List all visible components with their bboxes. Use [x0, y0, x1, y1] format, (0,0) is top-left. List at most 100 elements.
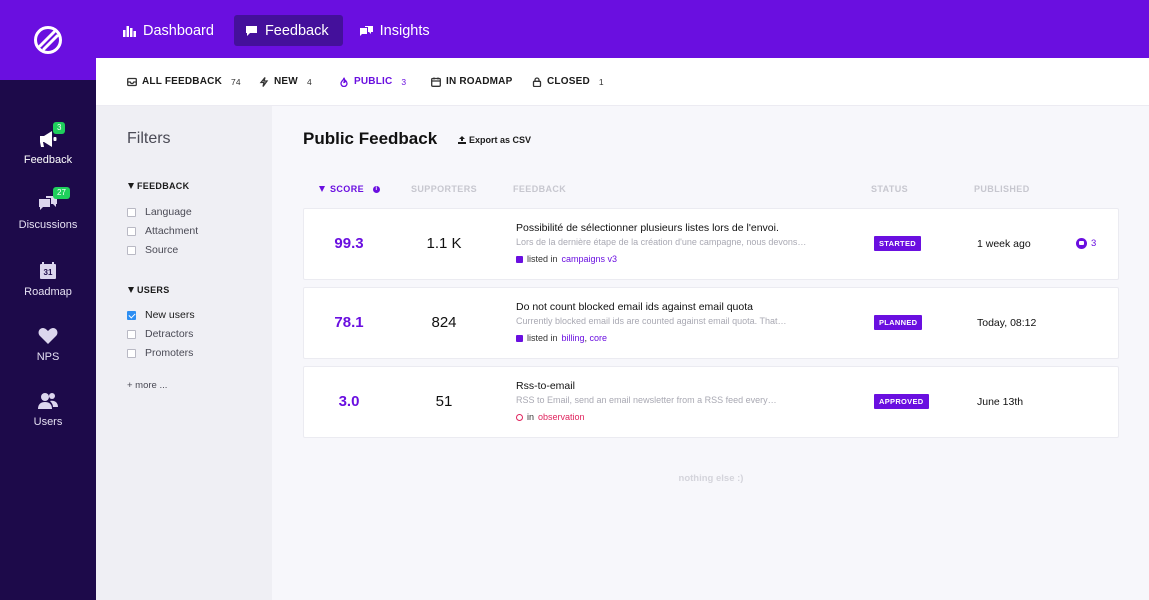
list-icon	[516, 255, 523, 263]
sidebar-item-nps[interactable]: NPS	[0, 327, 96, 363]
tab-count: 74	[231, 76, 241, 87]
calendar-icon	[431, 77, 441, 87]
tab-count: 4	[306, 76, 312, 87]
tab-public[interactable]: PUBLIC 3	[339, 76, 406, 87]
users-icon	[38, 393, 58, 409]
list-icon	[516, 334, 523, 342]
feedback-lists: listed in campaigns v3	[516, 254, 617, 264]
tab-new[interactable]: NEW 4	[259, 76, 312, 87]
comments-count[interactable]: 3	[1076, 238, 1096, 249]
feedback-description: RSS to Email, send an email newsletter f…	[516, 395, 777, 405]
filter-label: Promoters	[145, 347, 194, 359]
tab-label: NEW	[274, 76, 298, 87]
sidebar-item-label: Users	[33, 416, 63, 428]
checkbox-checked[interactable]	[127, 310, 136, 320]
filter-group-title: FEEDBACK	[137, 181, 190, 191]
status-badge: PLANNED	[874, 315, 923, 330]
more-filters-link[interactable]: + more ...	[127, 380, 168, 391]
heart-icon	[38, 328, 58, 344]
published-date: June 13th	[977, 396, 1024, 408]
tab-label: ALL FEEDBACK	[142, 76, 222, 87]
published-date: Today, 08:12	[977, 317, 1037, 329]
observation-icon	[516, 413, 523, 421]
feedback-count-badge: 3	[53, 122, 66, 134]
app-logo[interactable]	[0, 0, 96, 80]
tab-label: CLOSED	[547, 76, 590, 87]
filter-group-users[interactable]: USERS	[128, 285, 170, 295]
filter-attachment[interactable]: Attachment	[127, 225, 198, 237]
score-value: 3.0	[338, 393, 360, 410]
table-row[interactable]: 78.1 824 Do not count blocked email ids …	[303, 287, 1119, 359]
checkbox[interactable]	[127, 348, 136, 358]
export-csv-button[interactable]: Export as CSV	[458, 135, 531, 145]
checkbox[interactable]	[127, 329, 136, 339]
feedback-title[interactable]: Possibilité de sélectionner plusieurs li…	[516, 222, 779, 234]
feedback-title[interactable]: Do not count blocked email ids against e…	[516, 301, 753, 313]
list-link[interactable]: campaigns v3	[561, 254, 618, 264]
filter-group-title: USERS	[137, 285, 170, 295]
column-header-score[interactable]: SCORE i	[319, 184, 381, 194]
caret-down-icon	[128, 183, 134, 189]
nav-feedback-label: Feedback	[264, 22, 329, 39]
top-navbar	[0, 0, 1149, 58]
left-sidebar: 3 Feedback 27 Discussions 31 Roadmap NPS…	[0, 80, 96, 600]
table-row[interactable]: 3.0 51 Rss-to-email RSS to Email, send a…	[303, 366, 1119, 438]
table-row[interactable]: 99.3 1.1 K Possibilité de sélectionner p…	[303, 208, 1119, 280]
nav-feedback[interactable]: Feedback	[233, 15, 343, 46]
supporters-value: 51	[435, 393, 453, 410]
nav-insights[interactable]: Insights	[349, 15, 444, 46]
nav-insights-label: Insights	[379, 22, 430, 39]
sidebar-item-label: NPS	[36, 351, 60, 363]
tab-count: 3	[401, 76, 407, 87]
feedback-tabs: ALL FEEDBACK 74 NEW 4 PUBLIC 3 IN ROADMA…	[96, 58, 1149, 106]
tab-label: IN ROADMAP	[446, 76, 513, 87]
sidebar-item-roadmap[interactable]: 31 Roadmap	[0, 262, 96, 298]
filter-label: Attachment	[145, 225, 199, 237]
page-title: Public Feedback	[303, 129, 438, 148]
sidebar-item-label: Roadmap	[24, 286, 72, 298]
info-icon[interactable]: i	[373, 185, 381, 193]
tab-count: 1	[598, 76, 604, 87]
feedback-lists: in observation	[516, 412, 585, 422]
column-header-supporters[interactable]: SUPPORTERS	[411, 184, 478, 194]
sidebar-item-label: Discussions	[18, 219, 78, 231]
tab-all-feedback[interactable]: ALL FEEDBACK 74	[127, 76, 241, 87]
list-link[interactable]: observation	[538, 412, 585, 422]
calendar-icon	[40, 262, 56, 279]
list-link[interactable]: core	[589, 333, 608, 343]
comments-value: 3	[1091, 238, 1097, 249]
tab-closed[interactable]: CLOSED 1	[532, 76, 604, 87]
filter-label: Source	[145, 244, 179, 256]
filter-language[interactable]: Language	[127, 206, 192, 218]
message-icon	[245, 25, 257, 36]
supporters-value: 1.1 K	[426, 235, 462, 252]
bolt-icon	[259, 76, 269, 87]
checkbox[interactable]	[127, 207, 136, 217]
checkbox[interactable]	[127, 245, 136, 255]
column-header-published[interactable]: PUBLISHED	[974, 184, 1030, 194]
filter-detractors[interactable]: Detractors	[127, 328, 193, 340]
sidebar-item-users[interactable]: Users	[0, 392, 96, 428]
filter-promoters[interactable]: Promoters	[127, 347, 193, 359]
feedback-title[interactable]: Rss-to-email	[516, 380, 575, 392]
sidebar-item-label: Feedback	[23, 154, 73, 166]
list-prefix: listed in	[527, 254, 558, 264]
column-header-feedback[interactable]: FEEDBACK	[513, 184, 567, 194]
tab-in-roadmap[interactable]: IN ROADMAP	[431, 76, 512, 87]
main-nav: Dashboard Feedback Insights	[112, 15, 444, 46]
filter-new-users[interactable]: New users	[127, 309, 195, 321]
filter-source[interactable]: Source	[127, 244, 178, 256]
list-prefix: in	[527, 412, 535, 422]
filter-label: Detractors	[145, 328, 194, 340]
flame-icon	[340, 76, 348, 87]
upload-icon	[458, 136, 466, 144]
bar-chart-icon	[123, 25, 136, 37]
sidebar-item-feedback[interactable]: 3 Feedback	[0, 122, 96, 166]
list-link[interactable]: billing	[561, 333, 585, 343]
sidebar-item-discussions[interactable]: 27 Discussions	[0, 187, 96, 231]
nav-dashboard[interactable]: Dashboard	[112, 15, 228, 46]
sort-desc-icon	[319, 186, 325, 192]
checkbox[interactable]	[127, 226, 136, 236]
column-header-status[interactable]: STATUS	[871, 184, 909, 194]
filter-group-feedback[interactable]: FEEDBACK	[128, 181, 189, 191]
